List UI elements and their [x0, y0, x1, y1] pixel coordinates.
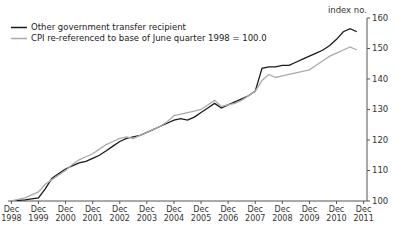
x-tick-label-line: 2004	[164, 214, 184, 223]
y-tick-label: 100	[372, 196, 388, 206]
x-tick	[201, 201, 202, 204]
y-tick	[367, 170, 370, 171]
x-tick	[146, 201, 147, 204]
x-tick	[255, 201, 256, 204]
x-tick-label: Dec2008	[272, 205, 292, 222]
x-tick-label-line: 2010	[326, 214, 346, 223]
x-tick-label-line: 1999	[28, 214, 48, 223]
y-tick	[367, 18, 370, 19]
x-tick-label-line: 2002	[110, 214, 130, 223]
x-tick	[65, 201, 66, 204]
y-tick-label: 160	[372, 13, 388, 23]
x-tick-label-line: 2008	[272, 214, 292, 223]
y-tick-label: 110	[372, 165, 388, 175]
x-tick-label-line: 2003	[137, 214, 157, 223]
x-tick-label-line: 2009	[299, 214, 319, 223]
x-tick-label-line: 2007	[245, 214, 265, 223]
y-axis-label: index no.	[328, 5, 367, 15]
y-tick	[367, 48, 370, 49]
x-tick-label-line: 2005	[191, 214, 211, 223]
x-tick	[173, 201, 174, 204]
x-tick-label: Dec2002	[110, 205, 130, 222]
x-tick-label: Dec2004	[164, 205, 184, 222]
y-tick-label: 120	[372, 135, 388, 145]
x-tick-label: Dec2000	[55, 205, 75, 222]
y-tick-label: 150	[372, 43, 388, 53]
x-tick	[282, 201, 283, 204]
x-tick-label: Dec2006	[218, 205, 238, 222]
y-tick-label: 130	[372, 104, 388, 114]
x-tick-label: Dec1998	[1, 205, 21, 222]
legend-swatch	[11, 27, 27, 29]
x-tick	[119, 201, 120, 204]
x-tick	[363, 201, 364, 204]
legend-swatch	[11, 38, 27, 40]
x-axis-line	[8, 201, 367, 202]
x-tick-label-line: 1998	[1, 214, 21, 223]
y-tick	[367, 201, 370, 202]
x-tick-label-line: 2006	[218, 214, 238, 223]
y-tick	[367, 140, 370, 141]
legend: Other government transfer recipientCPI r…	[11, 22, 267, 43]
x-tick-label: Dec1999	[28, 205, 48, 222]
y-tick-label: 140	[372, 74, 388, 84]
x-tick	[92, 201, 93, 204]
x-tick-label-line: 2001	[82, 214, 102, 223]
series-line	[11, 47, 356, 201]
x-tick-label: Dec2011	[353, 205, 373, 222]
x-tick-label: Dec2003	[137, 205, 157, 222]
x-tick	[11, 201, 12, 204]
x-tick	[309, 201, 310, 204]
chart: 100 110 120 130 140 150 160 Dec1998 Dec1999 Dec20…	[0, 0, 397, 227]
x-tick-label-line: 2000	[55, 214, 75, 223]
legend-label: CPI re-referenced to base of June quarte…	[31, 33, 267, 43]
x-tick	[228, 201, 229, 204]
x-tick	[336, 201, 337, 204]
x-tick	[38, 201, 39, 204]
x-tick-label-line: 2011	[353, 214, 373, 223]
x-tick-label: Dec2007	[245, 205, 265, 222]
y-tick	[367, 109, 370, 110]
x-tick-label: Dec2010	[326, 205, 346, 222]
x-tick-label: Dec2009	[299, 205, 319, 222]
legend-label: Other government transfer recipient	[31, 22, 187, 32]
series-line	[11, 29, 356, 201]
y-tick	[367, 79, 370, 80]
x-tick-label: Dec2001	[82, 205, 102, 222]
plot-area	[11, 29, 356, 201]
x-tick-label: Dec2005	[191, 205, 211, 222]
